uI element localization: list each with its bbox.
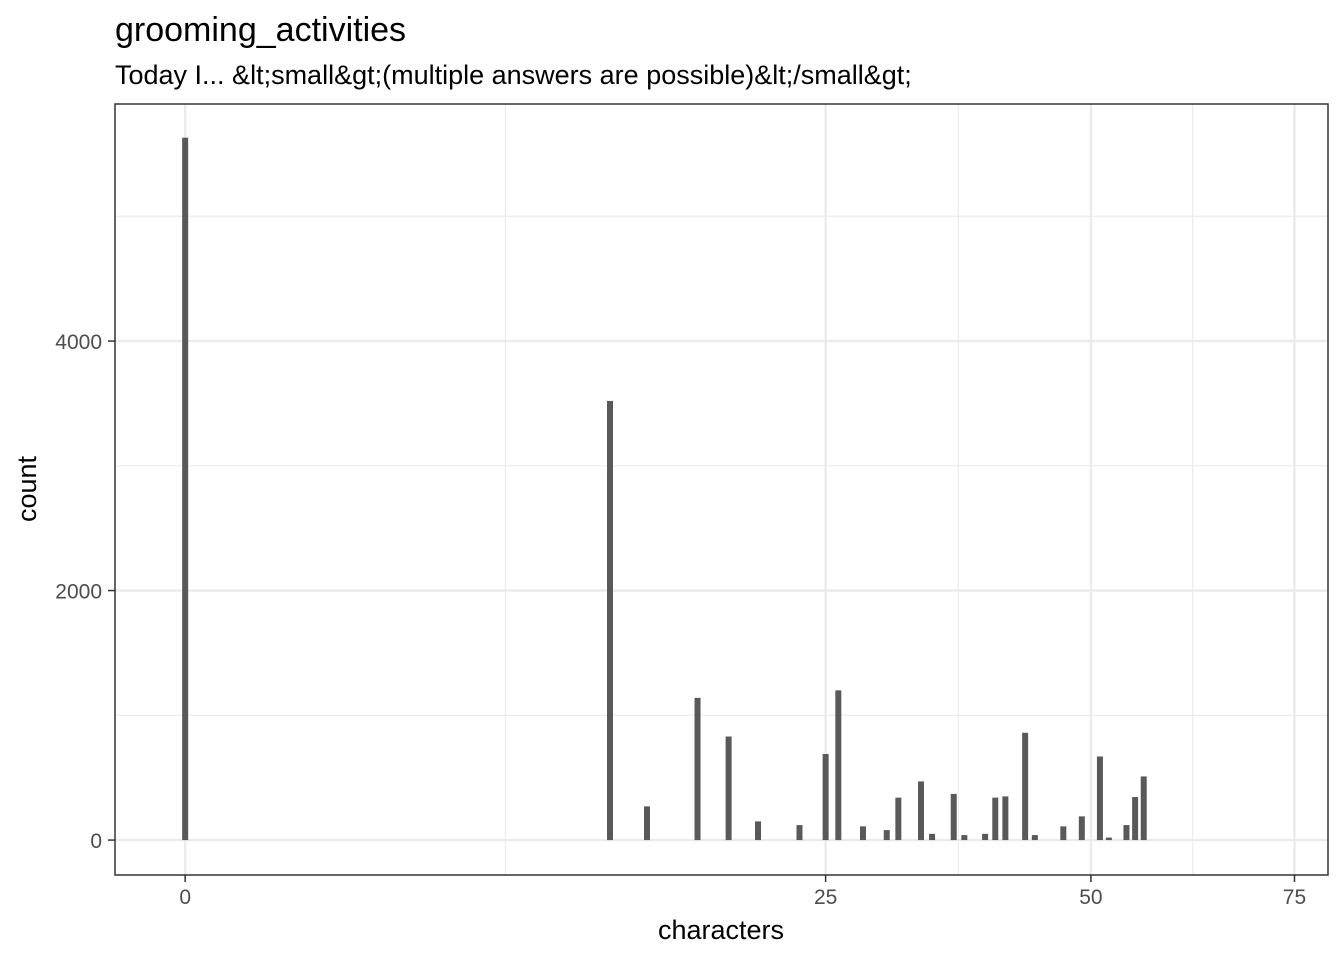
bars [182,137,1147,841]
bar [1078,816,1085,841]
chart-title: grooming_activities [115,11,406,49]
bar [694,697,701,841]
bar [606,400,613,841]
x-tick-label: 50 [1079,886,1102,909]
gridlines [115,104,1328,875]
bar [644,806,651,841]
x-axis-title: characters [658,915,784,945]
y-tick-label: 2000 [55,581,102,604]
bar [835,690,842,841]
bar [1123,825,1130,841]
bar [961,835,968,841]
x-tick-label: 75 [1283,886,1306,909]
y-tick-label: 0 [90,830,102,853]
plot-panel-border [114,103,1329,876]
bar [755,821,762,841]
bar [1096,756,1103,841]
bar [1022,732,1029,841]
bar [1002,796,1009,841]
bar [1031,835,1038,841]
bar [725,736,732,841]
bar [982,833,989,841]
bar [1060,826,1067,841]
bar [883,830,890,841]
bar [992,797,999,841]
bar [1105,837,1112,841]
x-tick-label: 25 [814,886,837,909]
y-tick-label: 4000 [55,331,102,354]
bar [182,137,189,841]
bar [950,793,957,841]
axis-ticks: 0 25 50 75 0 2000 4000 [55,331,1306,909]
chart-subtitle: Today I... &lt;small&gt;(multiple answer… [115,60,912,90]
bar [895,797,902,841]
bar [1140,776,1147,841]
bar [1132,797,1139,841]
bar [859,826,866,841]
bar [929,833,936,841]
bar [796,825,803,841]
plot-background [115,104,1328,875]
x-tick-label: 0 [179,886,191,909]
bar [822,753,829,841]
y-axis-title: count [12,455,42,522]
bar [918,781,925,841]
